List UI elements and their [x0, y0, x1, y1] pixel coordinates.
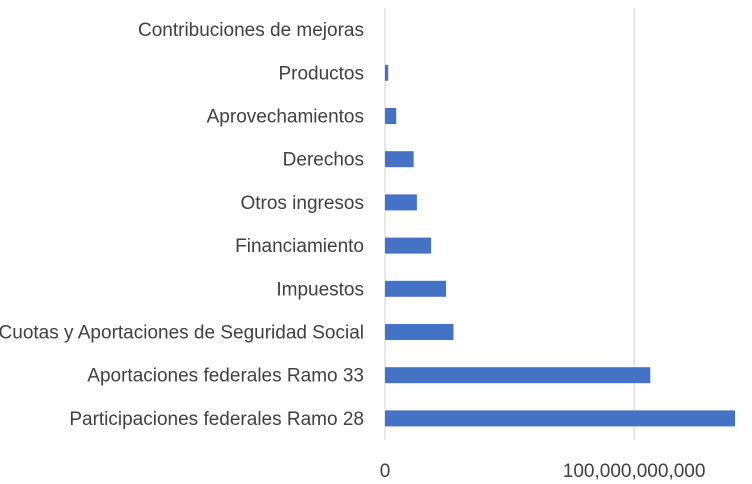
category-label: Impuestos	[276, 279, 364, 300]
category-label: Aportaciones federales Ramo 33	[87, 366, 364, 387]
bar	[385, 108, 397, 124]
bar	[385, 194, 417, 211]
category-label: Financiamiento	[235, 236, 364, 257]
bar	[385, 151, 414, 168]
category-label: Cuotas y Aportaciones de Seguridad Socia…	[0, 323, 364, 344]
category-label: Participaciones federales Ramo 28	[69, 409, 364, 430]
bar	[385, 64, 389, 81]
x-tick-label: 100,000,000,000	[563, 461, 706, 482]
bar	[385, 410, 735, 427]
category-labels: Contribuciones de mejoras Productos Aprove…	[0, 20, 364, 430]
bars	[385, 64, 735, 427]
category-label: Productos	[278, 63, 364, 84]
x-tick-labels: 0 100,000,000,000	[380, 461, 706, 482]
category-label: Otros ingresos	[240, 193, 364, 214]
bar	[385, 280, 447, 297]
category-label: Contribuciones de mejoras	[138, 20, 364, 41]
bar	[385, 324, 454, 340]
category-label: Aprovechamientos	[207, 107, 364, 128]
x-tick-label: 0	[380, 461, 391, 482]
bar	[385, 237, 432, 254]
bar	[385, 367, 651, 384]
category-label: Derechos	[283, 150, 364, 171]
